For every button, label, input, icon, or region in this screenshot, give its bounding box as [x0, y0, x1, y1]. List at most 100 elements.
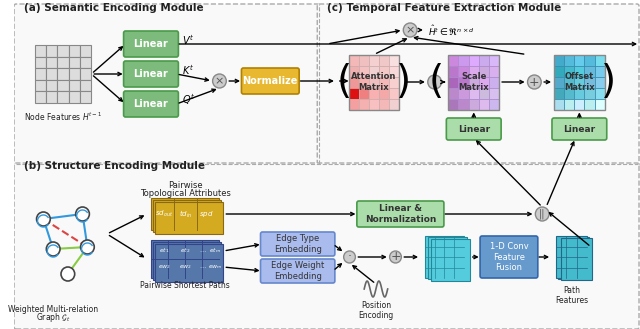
Bar	[155, 244, 223, 282]
Bar	[68, 80, 80, 91]
Bar	[595, 77, 605, 88]
Bar	[574, 55, 584, 65]
Bar	[35, 91, 46, 103]
Bar	[468, 65, 479, 77]
FancyBboxPatch shape	[124, 31, 179, 57]
Bar	[349, 88, 358, 98]
Bar	[448, 65, 458, 77]
Text: Linear &
Normalization: Linear & Normalization	[365, 204, 436, 224]
Bar	[369, 55, 379, 65]
Text: 1-D Conv
Feature
Fusion: 1-D Conv Feature Fusion	[490, 242, 528, 272]
Text: Linear: Linear	[134, 99, 168, 109]
Bar	[35, 80, 46, 91]
Bar	[554, 55, 564, 65]
Text: (c) Temporal Feature Extraction Module: (c) Temporal Feature Extraction Module	[327, 3, 561, 13]
Circle shape	[390, 251, 401, 263]
Text: (a) Semantic Encoding Module: (a) Semantic Encoding Module	[24, 3, 204, 13]
Text: $et_m$: $et_m$	[209, 246, 221, 255]
Text: $ew_2$: $ew_2$	[179, 263, 192, 271]
Bar	[554, 77, 564, 88]
Bar	[379, 88, 389, 98]
Text: Linear: Linear	[563, 124, 595, 134]
Bar	[556, 236, 587, 278]
Text: $sd_{out}$: $sd_{out}$	[156, 209, 173, 219]
Bar	[358, 88, 369, 98]
Text: Pairwise: Pairwise	[168, 182, 202, 190]
Bar	[574, 98, 584, 110]
Bar	[479, 98, 489, 110]
FancyBboxPatch shape	[124, 61, 179, 87]
Bar	[46, 45, 58, 57]
Bar	[389, 77, 399, 88]
Bar	[489, 65, 499, 77]
Text: $\hat{H}^t \in \mathfrak{R}^{n\times d}$: $\hat{H}^t \in \mathfrak{R}^{n\times d}$	[428, 23, 474, 37]
Text: ·: ·	[433, 75, 437, 89]
FancyBboxPatch shape	[552, 118, 607, 140]
FancyBboxPatch shape	[14, 163, 639, 329]
Bar	[554, 55, 605, 110]
Text: $V^t$: $V^t$	[182, 33, 195, 47]
Bar	[46, 91, 58, 103]
Bar	[554, 98, 564, 110]
Bar	[58, 91, 68, 103]
Bar	[558, 237, 589, 279]
Bar	[46, 68, 58, 80]
Bar	[564, 55, 574, 65]
Bar	[584, 88, 595, 98]
Bar	[425, 236, 464, 278]
Text: Topological Attributes: Topological Attributes	[140, 189, 230, 197]
Bar	[369, 98, 379, 110]
Text: Linear: Linear	[134, 39, 168, 49]
Text: ||: ||	[539, 209, 545, 219]
Bar	[561, 238, 592, 280]
Bar	[554, 65, 564, 77]
Text: +: +	[529, 75, 540, 89]
FancyBboxPatch shape	[480, 236, 538, 278]
Bar	[448, 55, 499, 110]
Text: Edge Type
Embedding: Edge Type Embedding	[274, 234, 322, 254]
FancyBboxPatch shape	[317, 4, 639, 166]
Circle shape	[212, 74, 227, 88]
Text: Node Features $H^{t-1}$: Node Features $H^{t-1}$	[24, 111, 102, 123]
Bar	[80, 57, 92, 68]
Bar	[458, 98, 468, 110]
Text: +: +	[390, 250, 401, 264]
Bar	[468, 55, 479, 65]
Bar	[58, 45, 68, 57]
Text: ): )	[396, 63, 411, 101]
Bar	[379, 98, 389, 110]
Bar	[389, 88, 399, 98]
Bar	[379, 77, 389, 88]
Circle shape	[81, 240, 94, 254]
Text: Attention
Matrix: Attention Matrix	[351, 72, 397, 92]
Bar	[584, 65, 595, 77]
Bar	[58, 80, 68, 91]
Bar	[564, 88, 574, 98]
Text: $et_2$: $et_2$	[180, 246, 191, 255]
Bar	[369, 88, 379, 98]
Bar	[155, 202, 223, 234]
Bar	[46, 80, 58, 91]
Bar	[369, 65, 379, 77]
Circle shape	[527, 75, 541, 89]
Bar	[564, 77, 574, 88]
FancyBboxPatch shape	[260, 259, 335, 283]
Bar	[35, 45, 46, 57]
FancyBboxPatch shape	[124, 91, 179, 117]
Bar	[595, 98, 605, 110]
Bar	[431, 239, 470, 281]
Bar	[58, 68, 68, 80]
Bar	[489, 98, 499, 110]
Bar	[448, 98, 458, 110]
Bar	[389, 98, 399, 110]
Text: Edge Weight
Embedding: Edge Weight Embedding	[271, 261, 324, 281]
Text: Position
Encoding: Position Encoding	[358, 301, 394, 320]
FancyBboxPatch shape	[357, 201, 444, 227]
Bar	[349, 98, 358, 110]
Circle shape	[403, 23, 417, 37]
Text: Linear: Linear	[458, 124, 490, 134]
Bar	[574, 77, 584, 88]
Bar	[379, 65, 389, 77]
Bar	[153, 242, 221, 280]
Text: $ew_m$: $ew_m$	[208, 263, 223, 271]
